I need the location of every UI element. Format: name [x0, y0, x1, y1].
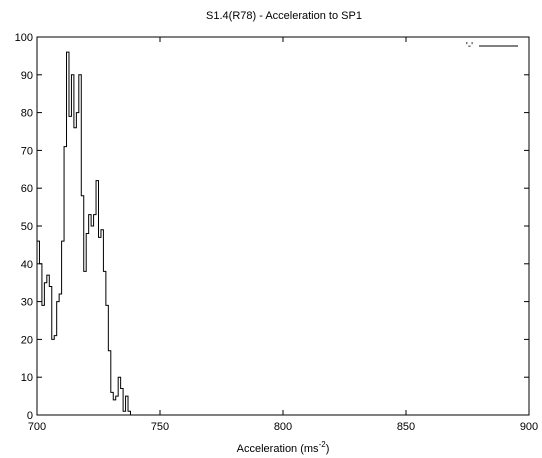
y-tick-label: 70: [21, 145, 33, 157]
y-tick-label: 20: [21, 334, 33, 346]
y-tick-label: 0: [27, 410, 33, 422]
y-tick-label: 50: [21, 221, 33, 233]
x-tick-label: 800: [274, 421, 292, 433]
chart-title: S1.4(R78) - Acceleration to SP1: [206, 10, 362, 22]
x-tick-label: 900: [520, 421, 538, 433]
x-tick-label: 850: [397, 421, 415, 433]
x-axis-label: Acceleration (ms-2): [237, 440, 330, 455]
series-layer: [37, 51, 141, 416]
y-tick-label: 60: [21, 183, 33, 195]
y-tick-label: 100: [15, 32, 33, 44]
y-tick-label: 10: [21, 372, 33, 384]
x-tick-label: 750: [151, 421, 169, 433]
x-axis-label-close: ): [326, 443, 330, 455]
axis-ticks: 0 10 20 30 40 50 60 70 80 90 100 700 750 800 850 900: [15, 32, 539, 433]
y-tick-label: 40: [21, 259, 33, 271]
y-tick-label: 80: [21, 108, 33, 120]
y-tick-label: 90: [21, 70, 33, 82]
legend-label: '-': [466, 41, 473, 52]
x-tick-label: 700: [28, 421, 46, 433]
series-line: [37, 51, 141, 416]
x-axis-label-text: Acceleration (ms: [237, 443, 319, 455]
legend: '-': [466, 41, 518, 52]
y-tick-label: 30: [21, 297, 33, 309]
x-axis-label-sup: -2: [319, 440, 327, 449]
